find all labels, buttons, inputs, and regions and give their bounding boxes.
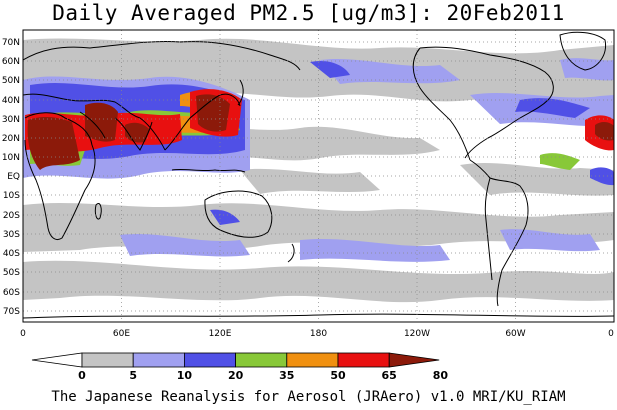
lat-label: EQ [7, 172, 20, 182]
map-title: Daily Averaged PM2.5 [ug/m3]: 20Feb2011 [52, 1, 565, 25]
lon-label: 60W [505, 329, 525, 339]
gridlines [23, 30, 614, 322]
colorbar-label: 65 [382, 369, 397, 382]
lon-label: 120E [209, 329, 232, 339]
lat-label: 60S [3, 288, 20, 298]
colorbar [31, 352, 440, 368]
colorbar-segment [81, 352, 134, 368]
longitude-labels: 0 60E 120E 180 120W 60W 0 [20, 329, 614, 339]
lat-label: 30S [3, 230, 20, 240]
lat-label: 10S [3, 191, 20, 201]
lat-label: 10N [2, 153, 20, 163]
colorbar-label: 20 [228, 369, 244, 382]
colorbar-label: 35 [279, 369, 294, 382]
lon-label: 60E [113, 329, 130, 339]
latitude-labels: 70N 60N 50N 40N 30N 20N 10N EQ 10S 20S 3… [2, 38, 20, 317]
lat-label: 70S [3, 307, 20, 317]
colorbar-segment [132, 352, 185, 368]
colorbar-label: 5 [129, 369, 137, 382]
colorbar-segment-below-min [31, 352, 83, 368]
lat-label: 30N [2, 115, 20, 125]
lat-label: 50N [2, 76, 20, 86]
lat-label: 70N [2, 38, 20, 48]
coastlines [23, 31, 614, 319]
colorbar-label: 0 [78, 369, 86, 382]
colorbar-labels: 0 5 10 20 35 50 65 80 [78, 369, 448, 382]
lat-label: 60N [2, 57, 20, 67]
colorbar-segment [286, 352, 339, 368]
colorbar-segment-above-max [388, 352, 440, 368]
pm25-level-80-plus-field [27, 94, 614, 170]
colorbar-segment [337, 352, 390, 368]
colorbar-label: 80 [433, 369, 449, 382]
colorbar-segment [183, 352, 236, 368]
lat-label: 20N [2, 134, 20, 144]
lat-label: 20S [3, 211, 20, 221]
lon-label: 0 [608, 329, 614, 339]
lon-label: 0 [20, 329, 26, 339]
colorbar-label: 50 [330, 369, 346, 382]
lat-label: 40N [2, 96, 20, 106]
lon-label: 120W [404, 329, 430, 339]
colorbar-label: 10 [177, 369, 193, 382]
lon-label: 180 [310, 329, 327, 339]
map-frame [22, 29, 615, 323]
lat-label: 50S [3, 268, 20, 278]
footer-credit: The Japanese Reanalysis for Aerosol (JRA… [51, 389, 566, 405]
lat-label: 40S [3, 249, 20, 259]
colorbar-segment [235, 352, 288, 368]
